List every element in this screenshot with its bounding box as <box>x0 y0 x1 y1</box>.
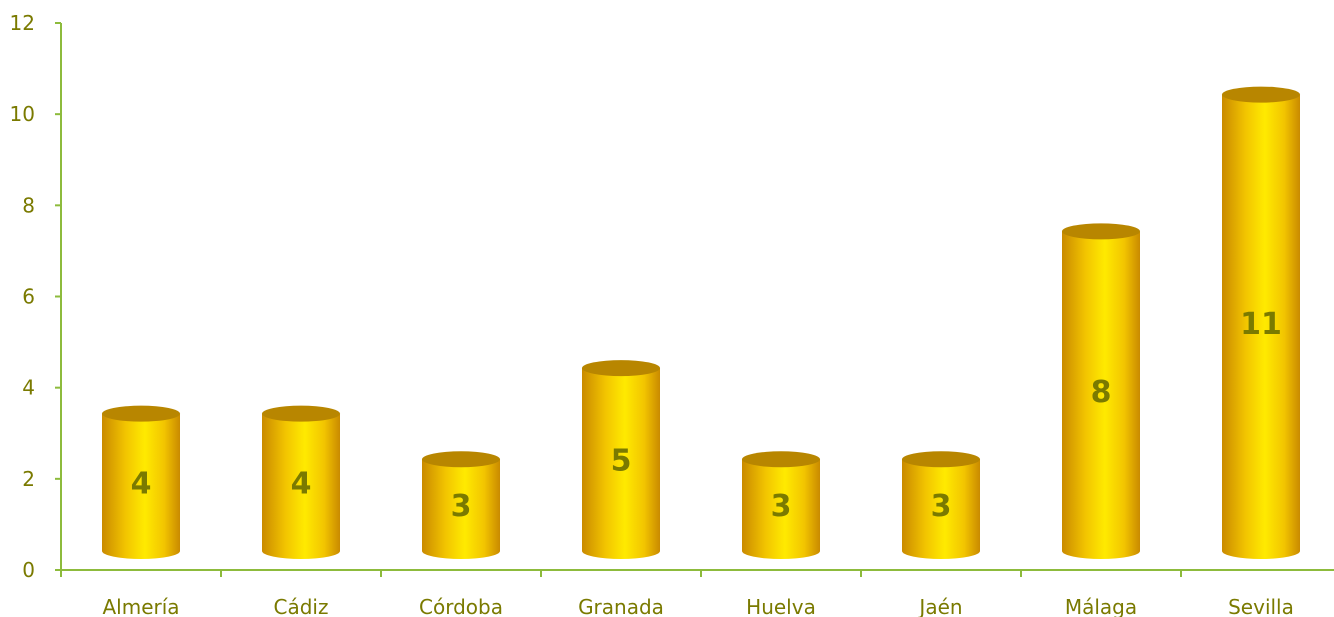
y-tick-label: 0 <box>22 558 35 582</box>
category-label: Granada <box>578 595 664 617</box>
bar-top-cap <box>102 405 180 422</box>
y-tick-label: 10 <box>10 102 35 126</box>
bar-body <box>902 459 980 559</box>
category-label: Córdoba <box>419 595 503 617</box>
category-label: Cádiz <box>274 595 329 617</box>
bar <box>742 451 820 559</box>
bar-body <box>1222 94 1300 559</box>
bar-top-cap <box>422 451 500 468</box>
y-tick-label: 2 <box>22 467 35 491</box>
bar <box>262 405 340 559</box>
labels-group: 4 Almería 4 Cádiz 3 Córdoba 5 Granada 3 Huelva 3 Ja… <box>102 307 1293 617</box>
y-tick-label: 6 <box>22 285 35 309</box>
data-label: 4 <box>291 466 312 501</box>
bars-group <box>102 86 1300 560</box>
data-label: 3 <box>931 489 952 524</box>
data-label: 5 <box>611 444 632 479</box>
category-label: Huelva <box>746 595 816 617</box>
bar-top-cap <box>1062 223 1140 240</box>
data-label: 4 <box>131 466 152 501</box>
bar-top-cap <box>1222 86 1300 103</box>
bar <box>902 451 980 559</box>
bar-body <box>1062 231 1140 560</box>
bar <box>1222 86 1300 559</box>
bar-top-cap <box>262 405 340 422</box>
bar <box>422 451 500 559</box>
bar <box>582 360 660 559</box>
bar <box>102 405 180 559</box>
bar-top-cap <box>902 451 980 468</box>
bar <box>1062 223 1140 560</box>
data-label: 3 <box>771 489 792 524</box>
category-label: Sevilla <box>1228 595 1294 617</box>
data-label: 3 <box>451 489 472 524</box>
bar-body <box>262 413 340 559</box>
bar-body <box>102 413 180 559</box>
category-label: Málaga <box>1065 595 1137 617</box>
bar-top-cap <box>742 451 820 468</box>
category-label: Almería <box>102 595 179 617</box>
category-label: Jaén <box>917 595 962 617</box>
axes: 0 2 4 6 8 10 12 <box>10 11 1334 582</box>
bar-body <box>582 368 660 559</box>
bar-body <box>422 459 500 559</box>
y-tick-label: 4 <box>22 376 35 400</box>
y-tick-label: 8 <box>22 193 35 217</box>
bar-top-cap <box>582 360 660 377</box>
data-label: 11 <box>1240 307 1282 342</box>
data-label: 8 <box>1091 375 1112 410</box>
bar-body <box>742 459 820 559</box>
y-tick-label: 12 <box>10 11 35 35</box>
